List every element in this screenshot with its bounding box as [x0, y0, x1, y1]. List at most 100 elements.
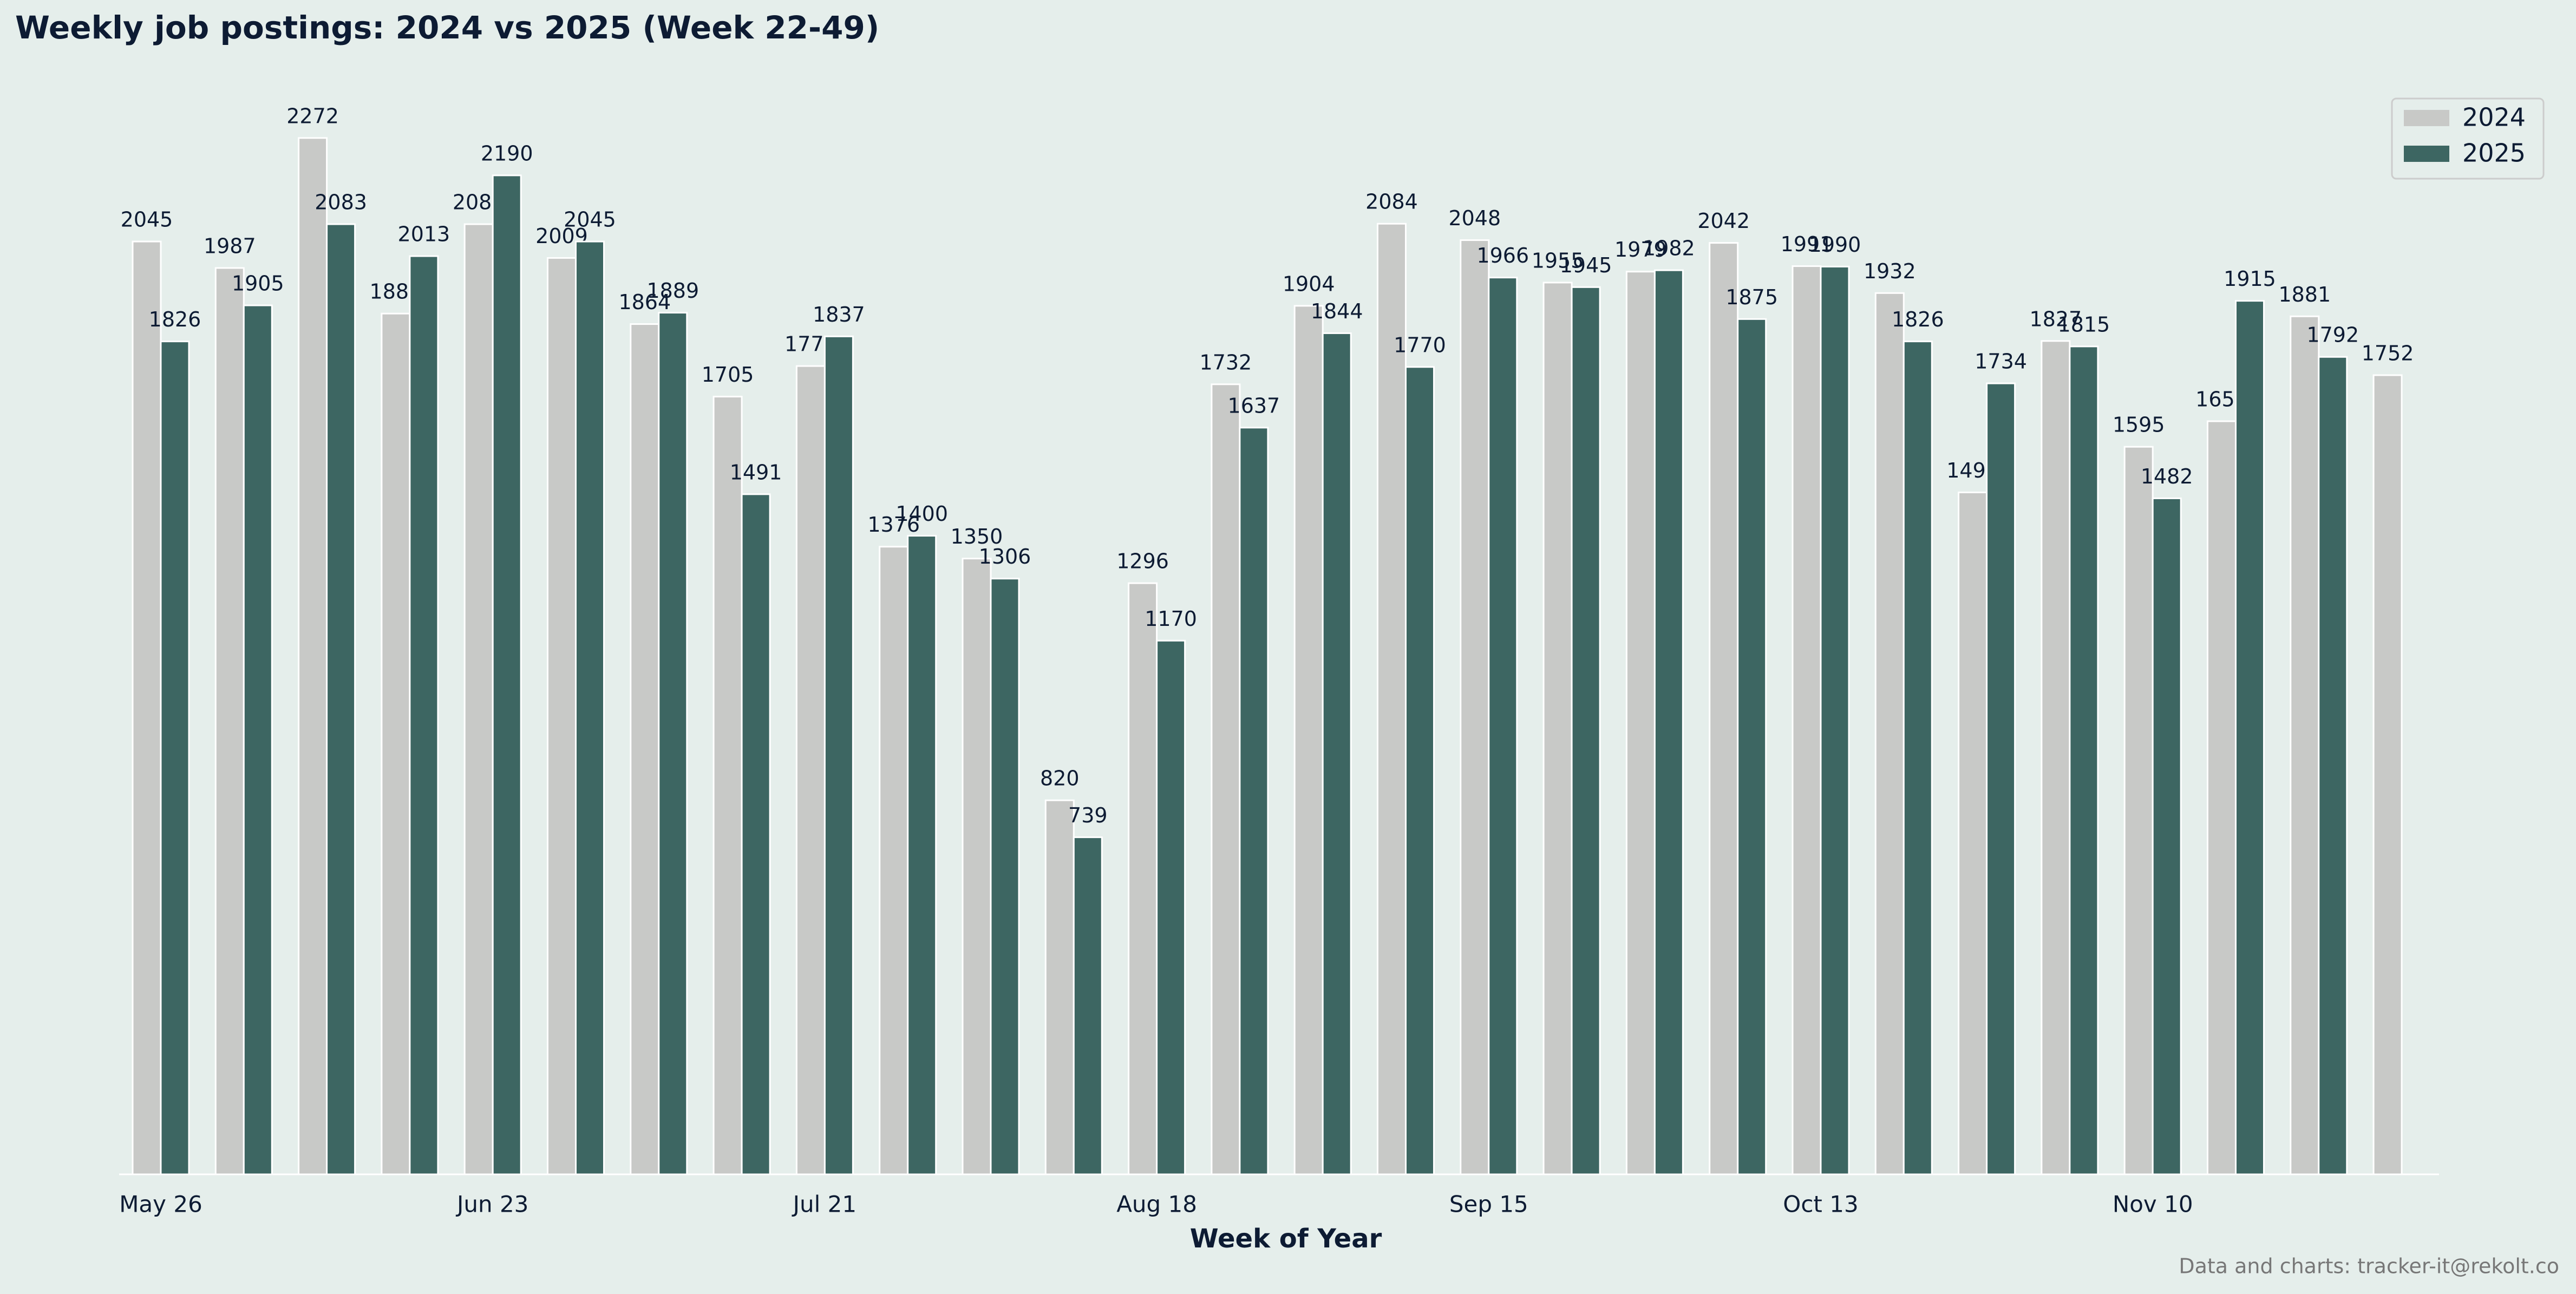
legend: 2024 2025 — [2391, 97, 2545, 180]
bar — [381, 312, 411, 1175]
value-label: 1482 — [2141, 465, 2193, 488]
bar — [2152, 497, 2182, 1175]
bar — [298, 137, 328, 1175]
value-label: 1932 — [1864, 259, 1916, 283]
legend-swatch — [2404, 146, 2449, 162]
bar — [1322, 332, 1352, 1175]
bar — [1377, 223, 1407, 1175]
bar — [2235, 300, 2265, 1175]
bar — [1653, 269, 1684, 1175]
value-label: 1350 — [951, 525, 1003, 548]
bar — [823, 335, 854, 1175]
source-note: Data and charts: tracker-it@rekolt.co — [2179, 1254, 2559, 1278]
bar — [907, 535, 937, 1175]
bar — [1542, 282, 1573, 1175]
bar — [243, 304, 273, 1175]
bar — [1958, 491, 1988, 1175]
legend-swatch — [2404, 110, 2449, 126]
bar — [630, 323, 660, 1175]
bar — [1902, 341, 1933, 1175]
value-label: 2045 — [121, 208, 173, 232]
bar — [1737, 318, 1767, 1175]
bar — [1460, 239, 1490, 1175]
value-label: 1991 — [1781, 232, 1833, 256]
bar — [1073, 836, 1103, 1175]
value-label: 2048 — [1448, 206, 1501, 230]
value-label: 1966 — [1476, 244, 1529, 267]
value-label: 1400 — [895, 502, 948, 526]
x-tick-label: Jun 23 — [455, 1191, 528, 1218]
legend-label: 2024 — [2462, 103, 2526, 132]
bar — [2123, 446, 2154, 1175]
bar — [1488, 277, 1518, 1175]
bar — [2207, 420, 2237, 1175]
value-label: 1889 — [646, 279, 699, 303]
value-label: 1844 — [1311, 299, 1363, 323]
value-label: 1905 — [232, 272, 284, 296]
value-label: 1826 — [1892, 308, 1944, 331]
bar — [741, 493, 771, 1175]
bar — [132, 240, 162, 1175]
x-tick-label: Oct 13 — [1783, 1191, 1858, 1218]
x-tick-label: Aug 18 — [1116, 1191, 1197, 1218]
value-label: 1979 — [1614, 238, 1667, 262]
bar — [2041, 340, 2071, 1175]
value-label: 1904 — [1283, 272, 1335, 296]
value-label: 1734 — [1975, 350, 2027, 374]
x-tick-label: Jul 21 — [792, 1191, 857, 1218]
bar — [1128, 582, 1158, 1175]
value-label: 1705 — [702, 363, 754, 387]
value-label: 1170 — [1145, 607, 1197, 631]
value-label: 739 — [1068, 803, 1108, 827]
bar — [712, 396, 743, 1175]
value-label: 2190 — [481, 141, 533, 165]
x-axis-label: Week of Year — [1190, 1224, 1382, 1254]
bar — [1820, 265, 1850, 1175]
chart-title: Weekly job postings: 2024 vs 2025 (Week … — [15, 9, 879, 46]
value-label: 2272 — [286, 104, 339, 128]
bar — [326, 223, 356, 1175]
value-label: 1881 — [2278, 283, 2331, 306]
bar — [547, 257, 577, 1175]
bar — [492, 174, 522, 1175]
bar — [658, 312, 688, 1175]
bar — [1405, 366, 1435, 1175]
bar — [1156, 639, 1186, 1175]
value-label: 1915 — [2224, 267, 2276, 291]
bar — [2069, 345, 2099, 1175]
bar — [2290, 315, 2320, 1175]
value-label: 2042 — [1697, 209, 1750, 233]
value-label: 2083 — [315, 191, 367, 214]
bar — [463, 223, 494, 1175]
value-label: 2013 — [398, 223, 450, 246]
value-label: 1982 — [1643, 237, 1695, 260]
value-label: 1637 — [1228, 394, 1280, 417]
bar — [1625, 271, 1656, 1175]
bar — [879, 546, 909, 1175]
x-tick-label: Nov 10 — [2113, 1191, 2193, 1218]
x-tick-label: May 26 — [119, 1191, 202, 1218]
value-label: 1732 — [1200, 350, 1252, 374]
value-label: 1491 — [730, 460, 782, 484]
value-label: 1990 — [1809, 233, 1861, 257]
value-label: 1376 — [867, 513, 920, 537]
bar — [1986, 382, 2016, 1175]
value-label: 1827 — [2030, 307, 2082, 331]
bar — [1571, 286, 1601, 1175]
x-tick-label: Sep 15 — [1449, 1191, 1528, 1218]
value-label: 2084 — [1365, 190, 1418, 214]
bar — [214, 267, 245, 1175]
bar — [1293, 305, 1324, 1175]
value-label: 1826 — [149, 308, 201, 331]
bar — [2318, 356, 2348, 1175]
value-label: 820 — [1040, 767, 1080, 790]
value-label: 1987 — [204, 234, 256, 258]
value-label: 1595 — [2113, 413, 2165, 437]
value-label: 2045 — [564, 208, 616, 232]
value-label: 1945 — [1560, 253, 1612, 277]
bar — [990, 578, 1020, 1175]
bar — [1211, 383, 1241, 1175]
bar — [160, 341, 190, 1175]
bar — [1792, 265, 1822, 1175]
